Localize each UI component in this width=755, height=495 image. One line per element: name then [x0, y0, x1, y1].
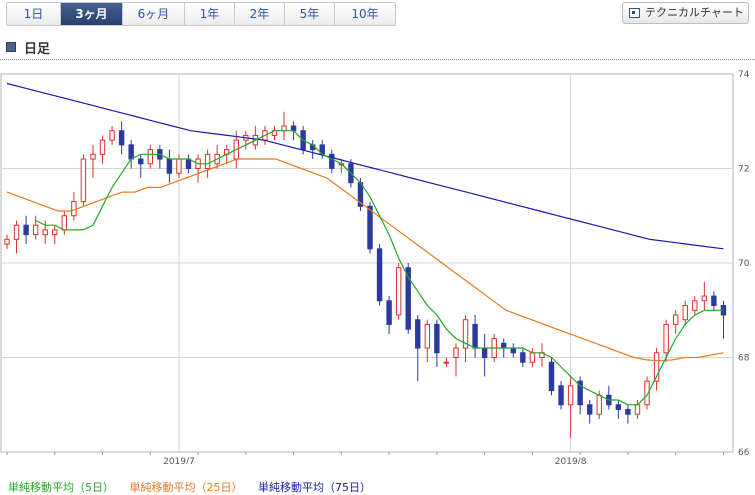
candle-body — [90, 153, 96, 160]
candle-body — [434, 323, 440, 354]
candle-body — [682, 305, 688, 321]
candle-body — [166, 158, 173, 174]
candle-body — [52, 229, 58, 236]
candle-body — [204, 153, 211, 169]
tab-5[interactable]: 5年 — [285, 3, 335, 25]
candle-body — [424, 323, 431, 349]
ma25-line — [6, 158, 724, 362]
candle-body — [367, 205, 373, 250]
tab-2[interactable]: 6ヶ月 — [123, 3, 185, 25]
tab-4[interactable]: 2年 — [235, 3, 285, 25]
candle-body — [138, 158, 144, 165]
candle-body — [653, 352, 660, 382]
chart-legend: 単純移動平均（5日） 単純移動平均（25日） 単純移動平均（75日） — [8, 479, 383, 495]
candle-body — [376, 248, 383, 302]
candle-body — [405, 267, 411, 330]
technical-chart-button[interactable]: テクニカルチャート — [622, 2, 749, 24]
candle-body — [644, 380, 650, 406]
legend-ma75: 単純移動平均（75日） — [258, 481, 371, 494]
candle-body — [625, 408, 631, 415]
candle-body — [481, 347, 488, 358]
candle-body — [462, 319, 469, 349]
candle-body — [281, 125, 287, 132]
candle-body — [290, 125, 297, 132]
technical-chart-label: テクニカルチャート — [645, 6, 744, 19]
candle-body — [596, 394, 602, 415]
tab-0[interactable]: 1日 — [7, 3, 61, 25]
candle-body — [692, 300, 698, 311]
candle-body — [520, 352, 526, 363]
candle-body — [453, 347, 459, 358]
tab-6[interactable]: 10年 — [351, 7, 379, 21]
candle-body — [634, 404, 641, 415]
candle-body — [329, 153, 335, 169]
tab-3[interactable]: 1年 — [185, 3, 235, 25]
candle-body — [529, 352, 536, 363]
y-tick-label: 68 — [738, 354, 750, 364]
x-tick-label: 2019/8 — [555, 457, 587, 464]
ma75-line — [6, 82, 724, 250]
candle-body — [386, 300, 392, 325]
candle-body — [701, 295, 708, 302]
candle-body — [147, 149, 153, 165]
candle-body — [71, 201, 77, 217]
candle-body — [443, 361, 450, 364]
ma5-line — [35, 130, 724, 406]
candle-body — [510, 347, 516, 354]
candle-body — [109, 130, 115, 141]
candle-body — [4, 238, 10, 245]
chart-window-icon — [629, 8, 640, 18]
legend-ma25: 単純移動平均（25日） — [129, 481, 243, 494]
candle-body — [42, 229, 48, 236]
y-tick-label: 70 — [738, 259, 750, 269]
tab-1[interactable]: 3ヶ月 — [61, 3, 123, 25]
candle-body — [185, 158, 192, 170]
y-tick-label: 66 — [738, 448, 750, 458]
x-tick-label: 2019/7 — [163, 457, 195, 464]
y-tick-label: 74 — [738, 70, 750, 80]
candle-body — [128, 144, 134, 160]
candle-body — [672, 314, 679, 325]
candle-body — [711, 295, 717, 307]
candle-body — [99, 139, 106, 155]
candle-body — [615, 404, 622, 410]
candle-body — [567, 385, 574, 406]
candle-body — [395, 267, 402, 316]
y-tick-label: 72 — [738, 165, 749, 175]
candle-body — [61, 215, 68, 231]
candle-body — [663, 323, 669, 354]
candle-body — [558, 385, 564, 406]
square-bullet-icon — [6, 42, 16, 52]
period-tabs: 1日 3ヶ月 6ヶ月 1年 2年 5年 10年 — [6, 2, 396, 26]
candle-body — [501, 342, 507, 349]
candle-body — [176, 158, 182, 174]
candle-body — [472, 323, 478, 349]
candle-body — [587, 404, 593, 415]
candle-body — [577, 380, 583, 406]
section-title: 日足 — [24, 42, 51, 57]
candle-body — [80, 158, 87, 203]
candle-body — [23, 224, 29, 236]
divider — [0, 59, 755, 60]
candle-body — [13, 224, 20, 240]
candle-body — [118, 130, 125, 146]
candle-body — [548, 361, 555, 392]
candle-body — [32, 224, 39, 236]
legend-ma5: 単純移動平均（5日） — [8, 481, 114, 494]
candle-body — [415, 319, 421, 349]
